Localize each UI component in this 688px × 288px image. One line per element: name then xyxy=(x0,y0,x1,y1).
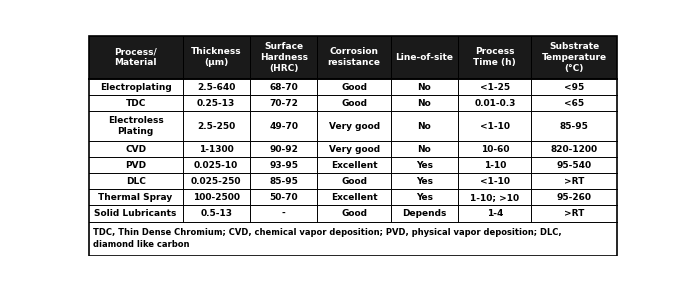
Text: <95: <95 xyxy=(564,83,584,92)
Bar xyxy=(89,141,616,157)
Text: 100-2500: 100-2500 xyxy=(193,193,239,202)
Text: Thickness
(μm): Thickness (μm) xyxy=(191,47,241,67)
Text: 1-4: 1-4 xyxy=(486,209,503,218)
Text: 0.01-0.3: 0.01-0.3 xyxy=(474,99,515,108)
Text: <1-10: <1-10 xyxy=(480,177,510,186)
Text: 95-260: 95-260 xyxy=(557,193,592,202)
Text: 0.025-250: 0.025-250 xyxy=(191,177,241,186)
Text: Corrosion
resistance: Corrosion resistance xyxy=(327,47,380,67)
Text: Yes: Yes xyxy=(416,161,433,170)
Text: Yes: Yes xyxy=(416,177,433,186)
Text: Electroless
Plating: Electroless Plating xyxy=(108,116,164,136)
Text: Good: Good xyxy=(341,177,367,186)
Text: 90-92: 90-92 xyxy=(269,145,298,154)
Bar xyxy=(89,190,616,206)
Bar xyxy=(89,206,616,221)
Bar xyxy=(89,157,616,173)
Text: 2.5-640: 2.5-640 xyxy=(197,83,235,92)
Text: No: No xyxy=(418,145,431,154)
Text: Electroplating: Electroplating xyxy=(100,83,171,92)
Bar xyxy=(89,79,616,95)
Bar xyxy=(89,95,616,111)
Text: Process
Time (h): Process Time (h) xyxy=(473,47,516,67)
Text: 820-1200: 820-1200 xyxy=(550,145,598,154)
Text: Yes: Yes xyxy=(416,193,433,202)
Text: No: No xyxy=(418,122,431,131)
Text: 50-70: 50-70 xyxy=(270,193,298,202)
Bar xyxy=(89,173,616,190)
Text: 49-70: 49-70 xyxy=(269,122,298,131)
Text: PVD: PVD xyxy=(125,161,146,170)
Text: 95-540: 95-540 xyxy=(557,161,592,170)
Text: DLC: DLC xyxy=(126,177,146,186)
Text: Very good: Very good xyxy=(328,145,380,154)
Text: >RT: >RT xyxy=(564,209,584,218)
Bar xyxy=(89,221,616,256)
Text: CVD: CVD xyxy=(125,145,146,154)
Text: TDC, Thin Dense Chromium; CVD, chemical vapor deposition; PVD, physical vapor de: TDC, Thin Dense Chromium; CVD, chemical … xyxy=(93,228,561,249)
Text: Good: Good xyxy=(341,83,367,92)
Text: Substrate
Temperature
(°C): Substrate Temperature (°C) xyxy=(541,42,607,73)
Text: Very good: Very good xyxy=(328,122,380,131)
Text: <1-25: <1-25 xyxy=(480,83,510,92)
Text: 68-70: 68-70 xyxy=(269,83,298,92)
Text: >RT: >RT xyxy=(564,177,584,186)
Text: 93-95: 93-95 xyxy=(269,161,298,170)
Text: Solid Lubricants: Solid Lubricants xyxy=(94,209,177,218)
Text: Process/
Material: Process/ Material xyxy=(114,47,157,67)
Text: 1-1300: 1-1300 xyxy=(199,145,234,154)
Text: 0.25-13: 0.25-13 xyxy=(197,99,235,108)
Text: <65: <65 xyxy=(564,99,584,108)
Text: -: - xyxy=(282,209,286,218)
Text: 2.5-250: 2.5-250 xyxy=(197,122,235,131)
Text: Good: Good xyxy=(341,209,367,218)
Text: Surface
Hardness
(HRC): Surface Hardness (HRC) xyxy=(259,42,308,73)
Text: 85-95: 85-95 xyxy=(269,177,298,186)
Text: 85-95: 85-95 xyxy=(559,122,588,131)
Text: No: No xyxy=(418,99,431,108)
Text: TDC: TDC xyxy=(125,99,146,108)
Bar xyxy=(89,36,616,79)
Text: Excellent: Excellent xyxy=(331,193,378,202)
Text: Line-of-site: Line-of-site xyxy=(396,53,453,62)
Text: Good: Good xyxy=(341,99,367,108)
Text: No: No xyxy=(418,83,431,92)
Bar xyxy=(89,111,616,141)
Text: 10-60: 10-60 xyxy=(481,145,509,154)
Text: <1-10: <1-10 xyxy=(480,122,510,131)
Text: Thermal Spray: Thermal Spray xyxy=(98,193,173,202)
Text: Excellent: Excellent xyxy=(331,161,378,170)
Text: 0.5-13: 0.5-13 xyxy=(200,209,233,218)
Text: Depends: Depends xyxy=(402,209,447,218)
Text: 1-10; >10: 1-10; >10 xyxy=(471,193,519,202)
Text: 1-10: 1-10 xyxy=(484,161,506,170)
Text: 70-72: 70-72 xyxy=(269,99,298,108)
Text: 0.025-10: 0.025-10 xyxy=(194,161,238,170)
